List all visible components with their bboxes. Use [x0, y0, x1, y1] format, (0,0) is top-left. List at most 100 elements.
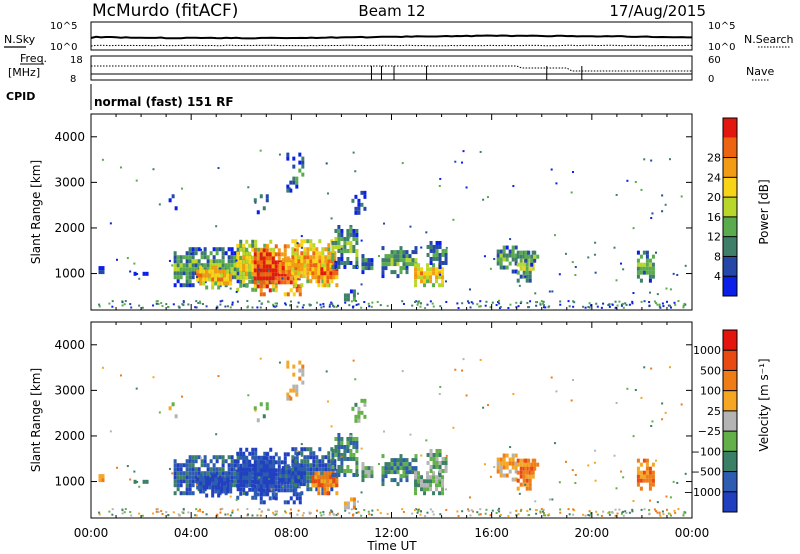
power-cell	[248, 267, 252, 272]
power-cell	[643, 158, 646, 161]
power-cell	[340, 244, 344, 249]
velocity-cell	[334, 436, 338, 441]
power-cell	[205, 277, 209, 282]
velocity-cell	[352, 436, 356, 441]
velocity-cell	[636, 482, 640, 487]
power-cell	[574, 265, 577, 268]
velocity-cell	[272, 495, 276, 500]
power-cell	[317, 279, 321, 284]
velocity-cell	[600, 514, 603, 517]
velocity-cell	[230, 467, 234, 472]
power-cell	[642, 250, 646, 255]
velocity-cell	[221, 467, 225, 472]
power-cell	[326, 263, 330, 268]
velocity-cell	[230, 463, 234, 468]
power-cell	[354, 194, 358, 199]
velocity-cell	[284, 470, 288, 475]
power-cell	[363, 194, 367, 199]
freq-strip-frame	[90, 55, 693, 81]
velocity-cell	[101, 366, 104, 369]
velocity-cell	[242, 459, 246, 464]
power-cell	[179, 259, 183, 264]
power-cell	[518, 284, 521, 287]
power-cell	[334, 262, 337, 265]
velocity-cell	[357, 418, 361, 423]
velocity-cell	[306, 483, 310, 488]
velocity-cell	[435, 464, 439, 469]
velocity-cell	[191, 463, 195, 468]
velocity-cell	[502, 453, 506, 458]
power-cell	[516, 278, 520, 283]
power-cell	[424, 307, 427, 310]
velocity-cell	[161, 512, 164, 515]
power-cell	[182, 267, 186, 272]
velocity-cell	[269, 455, 273, 460]
velocity-cell	[265, 484, 269, 489]
colorbar-tick-label: −1000	[684, 486, 721, 499]
power-cell	[355, 240, 359, 245]
velocity-cell	[340, 456, 344, 461]
velocity-cell	[508, 457, 512, 462]
power-cell	[335, 305, 338, 308]
velocity-cell	[191, 483, 195, 488]
power-cell	[221, 247, 225, 252]
velocity-cell	[200, 459, 204, 464]
power-cell	[316, 301, 319, 304]
power-cell	[121, 304, 124, 307]
velocity-cell	[499, 469, 503, 474]
power-cell	[381, 262, 385, 267]
power-cell	[227, 263, 231, 268]
power-cell	[168, 259, 171, 262]
velocity-cell	[239, 455, 243, 460]
power-cell	[658, 303, 661, 306]
velocity-cell	[239, 487, 243, 492]
velocity-cell	[109, 430, 112, 433]
velocity-cell	[259, 500, 263, 505]
power-cell	[206, 263, 210, 268]
velocity-cell	[357, 406, 361, 411]
velocity-cell	[219, 511, 222, 514]
velocity-cell	[309, 455, 313, 460]
velocity-cell	[533, 458, 537, 463]
velocity-cell	[352, 444, 356, 449]
power-cell	[653, 300, 656, 303]
velocity-cell	[191, 459, 195, 464]
velocity-cell	[292, 384, 296, 389]
power-cell	[435, 240, 439, 245]
power-cell	[286, 152, 290, 157]
power-cell	[209, 259, 213, 264]
power-cell	[344, 301, 347, 304]
velocity-cell	[516, 470, 520, 475]
velocity-cell	[340, 436, 344, 441]
velocity-cell	[496, 457, 500, 462]
power-cell	[414, 263, 418, 268]
velocity-cell	[312, 455, 316, 460]
power-cell	[423, 279, 427, 284]
velocity-cell	[343, 501, 347, 506]
velocity-cell	[402, 462, 406, 467]
velocity-cell	[343, 444, 347, 449]
power-cell	[302, 274, 306, 279]
velocity-cell	[268, 488, 272, 493]
velocity-cell	[286, 360, 290, 365]
power-cell	[251, 263, 255, 268]
velocity-cell	[248, 487, 252, 492]
velocity-cell	[262, 414, 266, 419]
velocity-cell	[281, 466, 285, 471]
velocity-cell	[265, 488, 269, 493]
velocity-cell	[235, 467, 238, 470]
power-cell	[275, 283, 278, 286]
velocity-cell	[236, 463, 240, 468]
power-cell	[639, 270, 643, 275]
power-cell	[334, 240, 338, 245]
velocity-cell	[321, 459, 325, 464]
velocity-cell	[259, 472, 263, 477]
velocity-cell	[414, 509, 417, 512]
velocity-cell	[188, 483, 192, 488]
velocity-cell	[360, 398, 364, 403]
power-cell	[205, 273, 209, 278]
power-cell	[236, 251, 240, 256]
power-cell	[221, 299, 224, 302]
velocity-cell	[259, 488, 263, 493]
power-cell	[188, 275, 192, 280]
